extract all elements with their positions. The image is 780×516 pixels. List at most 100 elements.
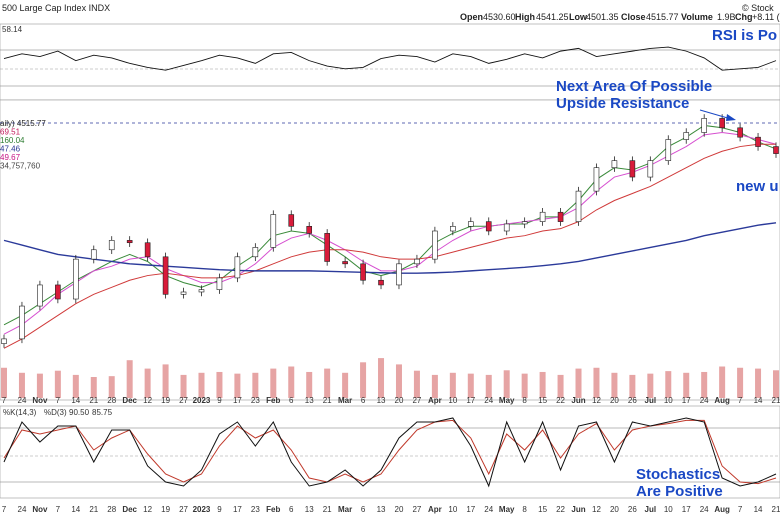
x-tick-label: 2023 — [193, 396, 211, 405]
x-tick-label: 28 — [107, 505, 116, 514]
price-candle — [485, 221, 492, 232]
x-tick-label: 21 — [772, 396, 780, 405]
x-tick-label: 24 — [18, 396, 27, 405]
x-tick-label: 27 — [412, 505, 421, 514]
volume-bar — [360, 362, 367, 398]
resistance-annotation-line1: Next Area Of Possible — [556, 78, 712, 95]
x-tick-label: 7 — [56, 505, 61, 514]
price-candle — [144, 242, 151, 258]
volume-bar — [1, 367, 7, 398]
stoch-d-value: 85.75 — [92, 408, 113, 417]
volume-bar — [683, 372, 690, 398]
x-tick-label: 23 — [251, 396, 260, 405]
price-candle — [216, 277, 223, 290]
close-label: Close — [621, 12, 646, 22]
volume-bar — [270, 368, 277, 398]
volume-bar — [467, 373, 474, 398]
volume-bar — [521, 373, 528, 398]
x-axis-top: 7 24 Nov 7 14 21 28 Dec 12 19 27 2023 9 17 23 Feb 6 13 21 M… — [2, 396, 780, 405]
high-value: 4541.25 — [536, 12, 569, 22]
x-tick-label: 13 — [377, 505, 386, 514]
stoch-d-label: %D(3) — [44, 408, 67, 417]
quote-bar: Open 4530.60 High 4541.25 Low 4501.35 Cl… — [460, 12, 780, 22]
price-candle — [611, 160, 618, 168]
volume-bar — [611, 372, 618, 398]
volume-bar — [413, 370, 420, 398]
stoch-k-value: 90.50 — [69, 408, 90, 417]
x-tick-label: Jul — [645, 505, 657, 514]
x-tick-label: 6 — [289, 396, 294, 405]
volume-bar — [773, 370, 779, 398]
x-tick-label: 14 — [754, 505, 763, 514]
price-candle — [108, 240, 115, 251]
price-candle — [270, 214, 277, 248]
x-tick-label: 12 — [592, 396, 601, 405]
price-candle — [521, 221, 528, 225]
volume-bar — [288, 366, 295, 398]
x-tick-label: 14 — [71, 396, 80, 405]
volume-bar — [342, 372, 349, 398]
resistance-arrow — [699, 109, 732, 120]
price-legend-item: 160.04 — [0, 136, 25, 145]
price-candle — [557, 211, 564, 222]
x-tick-label: Jul — [645, 396, 657, 405]
x-tick-label: Jun — [571, 396, 585, 405]
volume-bar — [629, 374, 636, 398]
high-label: High — [515, 12, 535, 22]
volume-bar — [36, 373, 43, 398]
price-legend-item: 69.51 — [0, 128, 21, 137]
price-candle — [342, 261, 348, 265]
x-tick-label: 21 — [89, 396, 98, 405]
x-tick-label: 7 — [738, 505, 743, 514]
price-candle — [701, 118, 707, 133]
price-candle — [37, 284, 43, 307]
volume-bar — [395, 364, 402, 398]
chg-value: +8.11 (+0.18 — [752, 12, 780, 22]
price-legend-item: aily) 4515.77 — [0, 119, 46, 128]
x-tick-label: 12 — [592, 505, 601, 514]
x-tick-label: Mar — [338, 505, 352, 514]
volume-bar — [324, 368, 331, 398]
price-candle — [450, 226, 456, 232]
x-tick-label: 17 — [466, 396, 475, 405]
x-tick-label: 24 — [18, 505, 27, 514]
x-tick-label: 13 — [377, 396, 386, 405]
price-candle — [252, 247, 259, 258]
volume-bar — [144, 368, 151, 398]
x-tick-label: May — [499, 505, 515, 514]
price-candle — [719, 118, 725, 129]
volume-bar — [701, 371, 708, 398]
x-tick-label: May — [499, 396, 515, 405]
x-tick-label: 17 — [466, 505, 475, 514]
x-tick-label: Apr — [428, 505, 442, 514]
price-legend-item: 34,757,760 — [0, 162, 41, 171]
price-candle — [467, 221, 474, 227]
x-tick-label: 19 — [161, 505, 170, 514]
x-tick-label: 26 — [628, 505, 637, 514]
volume-bar — [737, 367, 744, 398]
close-value: 4515.77 — [646, 12, 679, 22]
price-candle — [647, 160, 654, 178]
x-tick-label: 17 — [682, 505, 691, 514]
volume-bar — [252, 372, 259, 398]
volume-bar — [18, 372, 25, 398]
price-candle — [180, 291, 187, 295]
x-tick-label: 12 — [143, 396, 152, 405]
rsi-annotation: RSI is Po — [712, 27, 777, 44]
x-tick-label: 8 — [522, 505, 527, 514]
volume-bar — [72, 374, 79, 398]
x-tick-label: 22 — [556, 396, 565, 405]
stoch-annotation-line1: Stochastics — [636, 466, 720, 483]
volume-bar — [557, 374, 564, 398]
x-tick-label: Dec — [122, 396, 137, 405]
volume-bar — [162, 364, 169, 398]
x-tick-label: 21 — [89, 505, 98, 514]
volume-bar — [108, 376, 115, 398]
x-tick-label: 6 — [361, 505, 366, 514]
x-tick-label: 28 — [107, 396, 116, 405]
x-tick-label: Dec — [122, 505, 137, 514]
price-candle — [126, 240, 133, 244]
volume-bar — [90, 377, 97, 398]
volume-bar — [575, 368, 582, 398]
volume-bar — [378, 358, 385, 398]
